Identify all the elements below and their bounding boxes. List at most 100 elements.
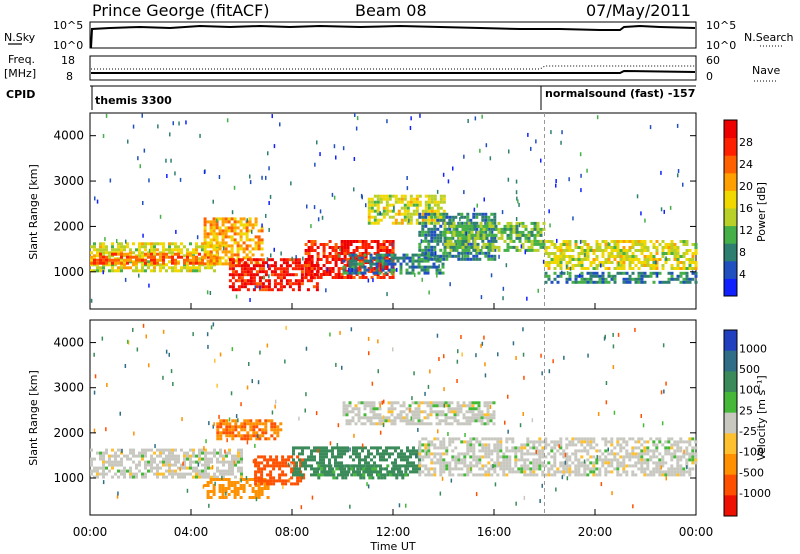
range-cell [503, 227, 507, 231]
scatter-cell [367, 336, 370, 341]
scatter-cell [564, 460, 567, 465]
range-cell [165, 263, 168, 267]
range-cell [240, 282, 244, 286]
range-cell [550, 449, 554, 453]
range-cell [373, 200, 377, 204]
range-cell [485, 245, 489, 249]
range-cell [310, 264, 314, 267]
scatter-cell [271, 410, 274, 415]
range-cell [589, 461, 593, 465]
range-cell [547, 274, 551, 278]
range-cell [372, 413, 376, 417]
range-cell [316, 264, 320, 267]
range-cell [218, 241, 222, 245]
range-cell [619, 261, 623, 264]
range-cell [245, 256, 249, 260]
range-cell [376, 243, 380, 246]
range-cell [397, 197, 401, 201]
range-cell [411, 262, 415, 266]
range-cell [637, 277, 641, 281]
range-cell [379, 200, 383, 204]
scatter-cell [371, 381, 374, 386]
range-cell [246, 258, 250, 262]
range-cell [126, 454, 129, 458]
scatter-cell [417, 427, 419, 432]
range-cell [430, 212, 434, 216]
range-cell [168, 457, 171, 461]
range-cell [456, 401, 460, 405]
range-cell [306, 279, 310, 283]
range-cell [357, 271, 361, 275]
range-cell [99, 261, 102, 265]
range-cell [364, 470, 367, 474]
range-cell [156, 248, 159, 252]
range-cell [427, 443, 431, 447]
range-cell [472, 446, 476, 450]
range-cell [378, 256, 382, 260]
range-cell [297, 267, 301, 271]
range-cell [90, 457, 93, 461]
nave-label: Nave [752, 64, 780, 77]
range-cell [589, 249, 593, 252]
range-cell [234, 454, 237, 458]
range-cell [589, 470, 593, 474]
range-cell [421, 224, 425, 228]
range-cell [679, 271, 683, 275]
range-cell [400, 194, 404, 198]
range-cell [368, 473, 372, 477]
range-cell [520, 464, 524, 468]
range-cell [604, 470, 608, 474]
range-cell [536, 221, 540, 225]
range-cell [676, 261, 680, 264]
range-cell [484, 473, 488, 477]
range-cell [198, 263, 201, 267]
range-cell [535, 467, 539, 471]
range-cell [526, 464, 530, 468]
range-cell [500, 233, 504, 237]
range-cell [382, 249, 386, 252]
range-cell [292, 452, 295, 456]
range-cell [433, 194, 437, 198]
range-cell [356, 470, 360, 474]
range-cell [679, 473, 683, 477]
range-cell [394, 449, 397, 453]
range-cell [400, 455, 403, 459]
range-cell [655, 446, 659, 450]
x-axis-label: Time UT [369, 540, 415, 553]
range-cell [619, 267, 623, 270]
range-cell [505, 461, 509, 465]
range-cell [135, 466, 138, 470]
scatter-cell [406, 176, 408, 180]
range-cell [438, 271, 442, 275]
scatter-cell [351, 268, 353, 272]
range-cell [399, 268, 403, 272]
range-cell [269, 458, 273, 462]
range-cell [466, 251, 470, 255]
range-cell [93, 269, 96, 273]
scatter-cell [449, 282, 451, 287]
range-cell [375, 413, 379, 417]
range-cell [691, 261, 695, 264]
range-cell [209, 226, 213, 230]
range-cell [439, 224, 443, 228]
range-cell [604, 443, 608, 447]
velocity-colorbar-segment [724, 330, 737, 352]
range-cell [96, 472, 99, 476]
range-cell [162, 263, 165, 267]
range-cell [388, 276, 392, 279]
range-cell [511, 437, 515, 441]
range-cell [237, 451, 240, 455]
range-cell [225, 460, 228, 464]
range-cell [553, 464, 557, 468]
scatter-cell [246, 218, 248, 223]
range-cell [397, 212, 401, 216]
range-cell [317, 476, 321, 480]
range-cell [367, 461, 370, 465]
range-cell [482, 245, 486, 249]
range-cell [216, 437, 220, 441]
range-cell [373, 194, 377, 198]
range-cell [439, 440, 443, 444]
range-cell [248, 256, 252, 260]
range-cell [221, 250, 225, 254]
x-tick-label: 08:00 [275, 525, 310, 539]
